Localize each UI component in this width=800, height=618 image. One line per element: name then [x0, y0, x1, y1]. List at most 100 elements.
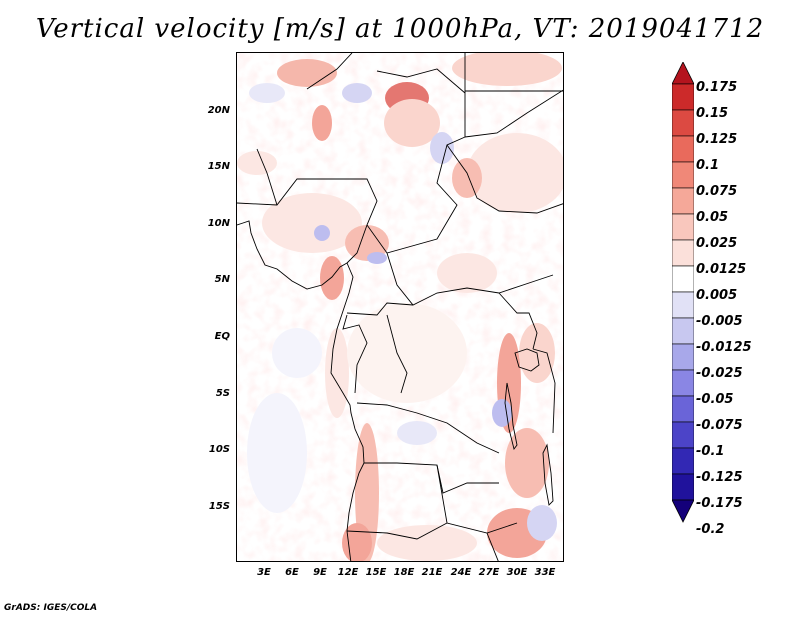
border: [464, 89, 563, 138]
velocity-patch: [347, 303, 467, 403]
border: [306, 53, 353, 90]
velocity-patch: [437, 253, 497, 293]
velocity-patch: [397, 421, 437, 445]
lake-victoria: [514, 348, 540, 372]
lon-label-6e: 6E: [285, 567, 299, 578]
velocity-patch: [342, 83, 372, 103]
colorbar-label: 0.025: [696, 236, 738, 251]
colorbar-segments: [672, 62, 694, 523]
lon-label-15e: 15E: [365, 567, 387, 578]
border: [346, 302, 414, 316]
velocity-patch: [237, 151, 277, 175]
colorbar-segment: [672, 83, 694, 111]
lat-label-10s: 10S: [208, 444, 230, 455]
border: [486, 532, 499, 561]
colorbar-label: -0.0125: [696, 340, 752, 355]
lon-label-12e: 12E: [337, 567, 359, 578]
velocity-patch: [262, 193, 362, 253]
colorbar-segment: [672, 109, 694, 137]
colorbar-label: 0.05: [696, 210, 729, 225]
lon-label-9e: 9E: [313, 567, 327, 578]
colorbar-label: -0.2: [696, 522, 725, 537]
velocity-patch: [430, 132, 454, 164]
colorbar-segment: [672, 395, 694, 423]
velocity-patch: [247, 393, 307, 513]
lat-label-5n: 5N: [214, 274, 230, 285]
border: [386, 252, 554, 306]
velocity-patch: [505, 428, 549, 498]
velocity-field: [237, 53, 563, 561]
colorbar-segment: [672, 291, 694, 319]
border: [356, 402, 500, 454]
lake-tanganyika: [504, 382, 518, 451]
lat-label-10n: 10N: [207, 218, 230, 229]
colorbar-label: 0.1: [696, 158, 720, 173]
map-title: Vertical velocity [m/s] at 1000hPa, VT: …: [35, 14, 765, 44]
grads-credit: GrADS: IGES/COLA: [4, 603, 98, 613]
velocity-patch: [467, 133, 563, 213]
colorbar-label: 0.15: [696, 106, 729, 121]
velocity-patch: [314, 225, 330, 241]
colorbar-segment: [672, 161, 694, 189]
border: [256, 148, 278, 206]
velocity-patch: [345, 225, 389, 261]
velocity-patch: [342, 523, 372, 561]
border: [498, 292, 538, 350]
colorbar-top-arrow: [672, 62, 694, 85]
colorbar-label: -0.025: [696, 366, 743, 381]
velocity-patch: [377, 525, 477, 561]
colorbar-segment: [672, 317, 694, 345]
colorbar-bottom-arrow: [672, 499, 694, 523]
border: [376, 68, 466, 94]
border: [346, 224, 368, 264]
lon-label-3e: 3E: [257, 567, 271, 578]
map-svg: [237, 53, 563, 561]
border: [364, 462, 499, 494]
velocity-patch: [452, 53, 562, 86]
lon-label-18e: 18E: [393, 567, 415, 578]
colorbar-label: -0.125: [696, 470, 743, 485]
border: [532, 348, 556, 434]
colorbar-segment: [672, 447, 694, 475]
lat-label-5s: 5S: [215, 388, 230, 399]
colorbar-segment: [672, 343, 694, 371]
colorbar: [672, 62, 694, 523]
colorbar-label: 0.125: [696, 132, 738, 147]
colorbar-label: -0.075: [696, 418, 743, 433]
velocity-patch: [325, 328, 349, 418]
lon-label-30e: 30E: [506, 567, 528, 578]
coastline-west-africa: [237, 220, 365, 561]
colorbar-label: -0.1: [696, 444, 725, 459]
border: [436, 464, 518, 534]
velocity-patch: [367, 252, 387, 264]
lat-label-15s: 15S: [208, 501, 230, 512]
colorbar-label: -0.005: [696, 314, 743, 329]
colorbar-segment: [672, 187, 694, 215]
colorbar-segment: [672, 239, 694, 267]
velocity-patch: [249, 83, 285, 103]
velocity-patch: [527, 505, 557, 541]
colorbar-label: -0.05: [696, 392, 734, 407]
lat-label-eq: EQ: [214, 331, 230, 342]
velocity-patch: [492, 399, 512, 427]
colorbar-label: 0.0125: [696, 262, 747, 277]
map-boundaries: [237, 53, 563, 561]
colorbar-label: 0.005: [696, 288, 738, 303]
velocity-patch: [277, 59, 337, 87]
border: [346, 522, 448, 540]
lat-label-20n: 20N: [207, 105, 230, 116]
colorbar-label: 0.175: [696, 80, 738, 95]
velocity-patch: [272, 328, 322, 378]
lon-label-33e: 33E: [534, 567, 556, 578]
border: [446, 144, 563, 214]
border: [386, 314, 408, 394]
colorbar-segment: [672, 421, 694, 449]
lake-malawi: [542, 443, 554, 506]
velocity-patch: [312, 105, 332, 141]
map-panel: [236, 52, 564, 562]
velocity-patch: [452, 158, 482, 198]
colorbar-segment: [672, 473, 694, 501]
lon-label-21e: 21E: [421, 567, 443, 578]
colorbar-segment: [672, 213, 694, 241]
colorbar-segment: [672, 265, 694, 293]
